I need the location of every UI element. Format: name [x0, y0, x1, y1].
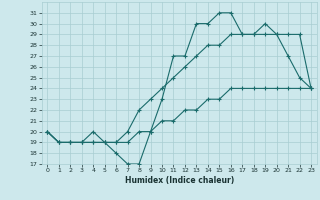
X-axis label: Humidex (Indice chaleur): Humidex (Indice chaleur) — [124, 176, 234, 185]
